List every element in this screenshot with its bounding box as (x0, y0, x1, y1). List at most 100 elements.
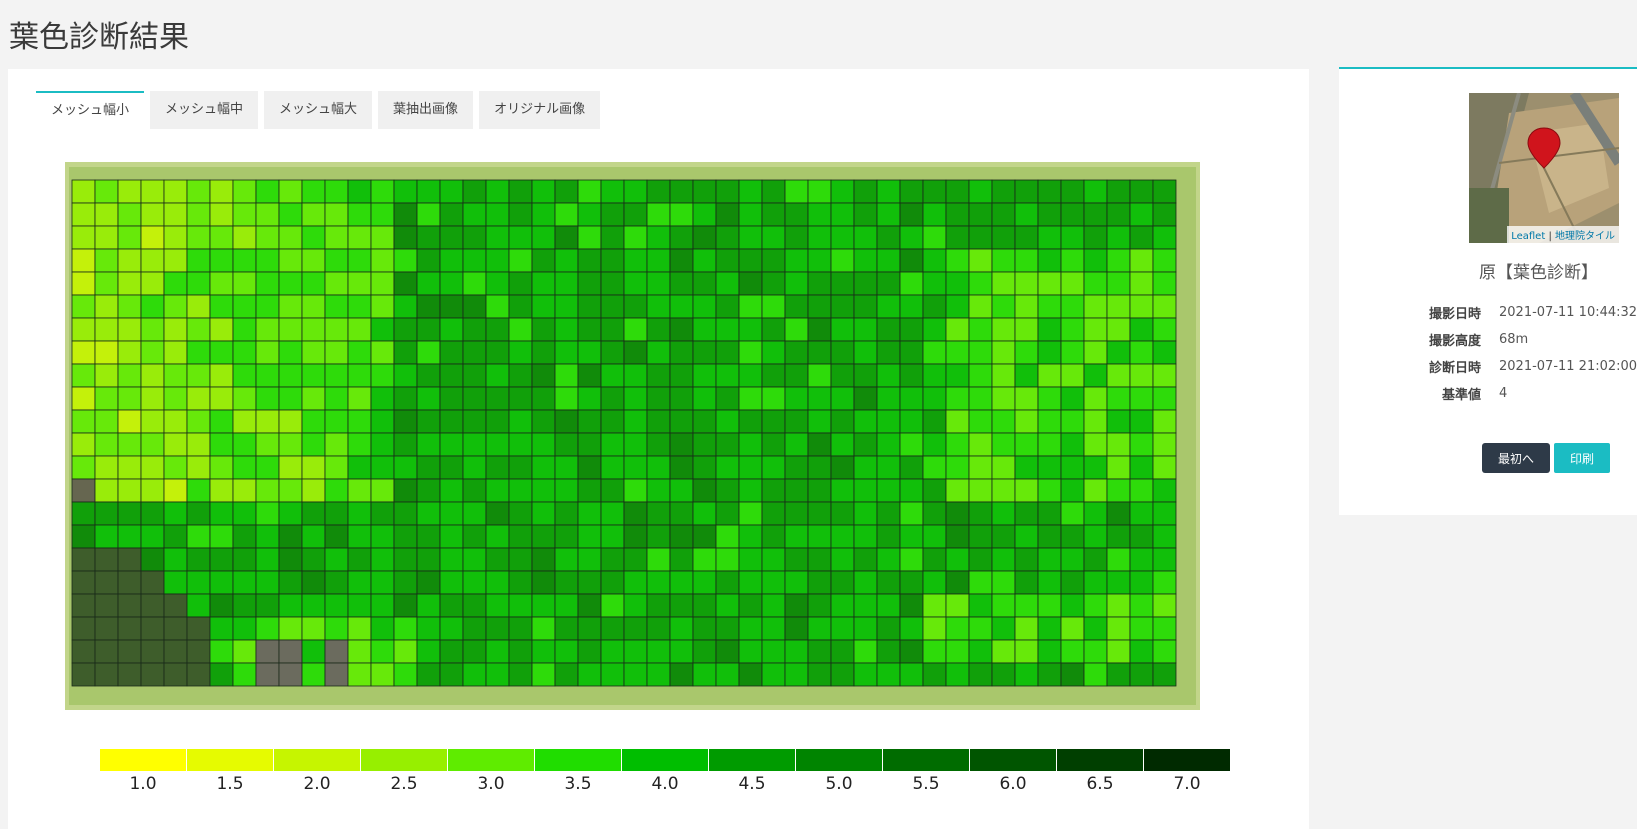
legend-label: 1.0 (129, 774, 157, 794)
mesh-cell (807, 340, 832, 365)
mesh-cell (255, 340, 280, 365)
legend-item: 2.0 (274, 749, 360, 794)
mesh-cell (278, 225, 303, 250)
mesh-cell (692, 524, 717, 549)
mesh-cell (278, 662, 303, 687)
mesh-cell (968, 524, 993, 549)
leaf-color-mesh-map (65, 162, 1200, 710)
mesh-cell (991, 570, 1016, 595)
mesh-cell (715, 547, 740, 572)
mesh-cell (945, 294, 970, 319)
legend-swatch (361, 749, 447, 771)
mesh-cell (1106, 639, 1131, 664)
mesh-cell (140, 478, 165, 503)
mesh-cell (807, 547, 832, 572)
mesh-cell (715, 432, 740, 457)
mesh-cell (807, 386, 832, 411)
mesh-cell (94, 386, 119, 411)
back-to-first-button[interactable]: 最初へ (1482, 443, 1550, 473)
mesh-cell (324, 455, 349, 480)
mesh-cell (807, 501, 832, 526)
mesh-cell (1083, 478, 1108, 503)
tab-leaf-extract-image[interactable]: 葉抽出画像 (378, 91, 474, 129)
mesh-cell (393, 639, 418, 664)
legend-swatch (1144, 749, 1230, 771)
mesh-cell (462, 225, 487, 250)
mesh-cell (508, 202, 533, 227)
mesh-cell (1060, 340, 1085, 365)
mesh-cell (968, 340, 993, 365)
mesh-cell (393, 271, 418, 296)
mesh-cell (784, 271, 809, 296)
mesh-cell (439, 593, 464, 618)
mesh-cell (692, 248, 717, 273)
mesh-cell (94, 662, 119, 687)
mesh-cell (577, 179, 602, 204)
map-marker-icon[interactable] (1527, 127, 1561, 169)
mesh-cell (991, 363, 1016, 388)
mesh-cell (1106, 179, 1131, 204)
mesh-cell (1037, 248, 1062, 273)
leaflet-link[interactable]: Leaflet (1511, 231, 1546, 242)
mesh-cell (117, 271, 142, 296)
mesh-cell (439, 386, 464, 411)
mesh-cell (117, 363, 142, 388)
mesh-cell (1106, 524, 1131, 549)
mesh-cell (255, 179, 280, 204)
mesh-cell (554, 225, 579, 250)
mesh-cell (669, 524, 694, 549)
gsi-tile-link[interactable]: 地理院タイル (1555, 231, 1615, 242)
mesh-cell (163, 409, 188, 434)
mesh-cell (1060, 616, 1085, 641)
mesh-cell (485, 363, 510, 388)
mesh-cell (623, 271, 648, 296)
mesh-cell (94, 271, 119, 296)
mesh-cell (140, 409, 165, 434)
mesh-cell (1014, 478, 1039, 503)
mesh-cell (853, 455, 878, 480)
mesh-cell (163, 340, 188, 365)
mesh-cell (1083, 179, 1108, 204)
mesh-cell (71, 501, 96, 526)
mesh-cell (393, 409, 418, 434)
location-map[interactable]: Leaflet | 地理院タイル (1469, 93, 1619, 243)
mesh-cell (876, 639, 901, 664)
tab-mesh-medium[interactable]: メッシュ幅中 (150, 91, 259, 129)
mesh-cell (324, 225, 349, 250)
mesh-cell (439, 662, 464, 687)
mesh-cell (899, 639, 924, 664)
mesh-cell (1152, 501, 1177, 526)
mesh-cell (554, 386, 579, 411)
tab-mesh-small[interactable]: メッシュ幅小 (36, 91, 145, 131)
mesh-cell (163, 616, 188, 641)
mesh-cell (393, 593, 418, 618)
mesh-cell (554, 616, 579, 641)
legend-swatch (535, 749, 621, 771)
field-info-panel: Leaflet | 地理院タイル 原【葉色診断】 撮影日時 2021-07-11… (1339, 67, 1637, 515)
mesh-cell (1106, 202, 1131, 227)
mesh-cell (991, 662, 1016, 687)
mesh-cell (255, 225, 280, 250)
mesh-cell (347, 363, 372, 388)
mesh-cell (462, 547, 487, 572)
mesh-cell (715, 386, 740, 411)
mesh-cell (692, 363, 717, 388)
mesh-cell (646, 547, 671, 572)
mesh-cell (1083, 455, 1108, 480)
mesh-cell (1152, 616, 1177, 641)
mesh-cell (554, 478, 579, 503)
mesh-cell (577, 248, 602, 273)
tab-mesh-large[interactable]: メッシュ幅大 (264, 91, 373, 129)
mesh-cell (163, 386, 188, 411)
mesh-cell (830, 593, 855, 618)
mesh-cell (301, 363, 326, 388)
mesh-cell (278, 547, 303, 572)
mesh-cell (1060, 455, 1085, 480)
mesh-cell (669, 248, 694, 273)
mesh-cell (186, 547, 211, 572)
mesh-cell (876, 662, 901, 687)
tab-original-image[interactable]: オリジナル画像 (479, 91, 601, 129)
mesh-cell (416, 363, 441, 388)
mesh-cell (508, 225, 533, 250)
print-button[interactable]: 印刷 (1554, 443, 1610, 473)
